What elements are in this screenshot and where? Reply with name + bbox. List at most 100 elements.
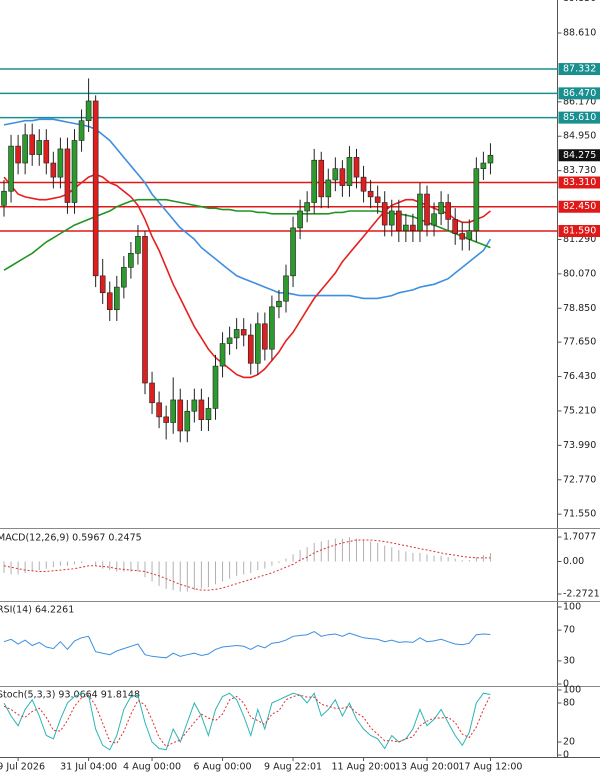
candle-body <box>466 230 473 240</box>
candle-body <box>290 227 296 277</box>
y-tick-label: 83.730 <box>563 165 596 176</box>
y-tick-label: 84.950 <box>563 131 596 142</box>
indicator-line <box>3 631 491 659</box>
candle-body <box>424 193 430 226</box>
y-tick-label: 71.550 <box>563 509 596 520</box>
candle-body <box>15 145 21 164</box>
level-box <box>558 225 600 237</box>
x-tick-label: 9 Aug 22:01 <box>264 762 322 773</box>
candle-body <box>283 275 289 302</box>
candle-body <box>367 190 374 198</box>
candle-body <box>304 202 310 212</box>
candle-body <box>121 267 127 288</box>
candle-body <box>255 323 261 364</box>
moving-average <box>3 173 491 379</box>
candle-body <box>191 399 198 412</box>
candle-body <box>388 210 395 226</box>
x-tick-label: 17 Aug 12:00 <box>458 762 522 773</box>
candle-body <box>71 140 78 203</box>
last-price-label: 84.275 <box>563 150 596 161</box>
level-label: 86.470 <box>563 88 596 99</box>
candle-body <box>233 329 240 339</box>
candle-body <box>142 236 148 384</box>
y-tick-label: 72.770 <box>563 474 596 485</box>
candle-body <box>417 193 423 232</box>
moving-average <box>3 198 491 271</box>
level-label: 82.450 <box>563 201 596 212</box>
candle-body <box>106 292 113 310</box>
y-tick-label: 81.290 <box>563 234 596 245</box>
candle-body <box>57 148 64 178</box>
candle-body <box>226 337 233 344</box>
candle-body <box>452 219 459 234</box>
candle-body <box>114 286 120 310</box>
candle-body <box>247 334 254 364</box>
y-tick-label: -2.2721 <box>563 589 600 600</box>
candle-body <box>36 140 43 155</box>
candle-body <box>99 275 106 294</box>
indicator-label: Stoch(5,3,3) 93.0664 91.8148 <box>0 690 140 701</box>
candle-body <box>205 408 212 420</box>
level-label: 85.610 <box>563 112 596 123</box>
x-tick-label: 29 Jul 2026 <box>0 762 45 773</box>
y-tick-label: 80 <box>563 698 575 709</box>
candle-body <box>487 154 494 164</box>
candle-body <box>212 365 219 409</box>
y-tick-label: 80.070 <box>563 268 596 279</box>
level-box <box>558 63 600 76</box>
indicator-label: MACD(12,26,9) 0.5967 0.2475 <box>0 533 142 544</box>
candle-body <box>269 306 275 350</box>
y-tick-label: 70 <box>563 625 575 636</box>
candle-body <box>332 168 339 181</box>
candle-body <box>219 343 226 367</box>
level-box <box>558 200 600 213</box>
candle-body <box>395 210 402 232</box>
candle-body <box>325 179 332 198</box>
candle-body <box>8 145 14 192</box>
candle-body <box>1 190 7 206</box>
candle-body <box>22 134 28 164</box>
candle-body <box>50 162 57 178</box>
y-tick-label: 1.7077 <box>563 532 596 543</box>
x-tick-label: 31 Jul 04:00 <box>60 762 117 773</box>
candle-body <box>459 233 466 240</box>
x-tick-label: 6 Aug 00:00 <box>194 762 252 773</box>
y-tick-label: 100 <box>563 684 581 695</box>
candle-body <box>480 162 487 169</box>
candle-body <box>78 120 85 141</box>
candle-body <box>156 402 162 418</box>
candle-body <box>438 202 444 215</box>
candle-body <box>43 140 50 164</box>
candle-body <box>170 399 176 423</box>
y-tick-label: 0 <box>563 750 569 761</box>
candle-body <box>445 202 451 220</box>
indicator-line <box>3 692 491 751</box>
candle-body <box>297 210 303 229</box>
candle-body <box>381 202 388 226</box>
candle-body <box>163 416 169 423</box>
last-price-box <box>558 149 600 162</box>
candle-body <box>410 224 416 232</box>
y-tick-label: 100 <box>563 602 581 613</box>
candle-body <box>353 157 360 178</box>
candle-body <box>431 213 437 226</box>
candle-body <box>318 159 325 198</box>
y-tick-label: 20 <box>563 737 575 748</box>
candle-body <box>135 236 141 254</box>
candle-body <box>128 252 134 268</box>
y-tick-label: 0.00 <box>563 556 584 567</box>
candle-body <box>85 100 92 122</box>
level-label: 83.310 <box>563 177 596 188</box>
indicator-label: RSI(14) 64.2261 <box>0 605 74 616</box>
y-tick-label: 0 <box>563 678 569 689</box>
candle-body <box>92 100 99 277</box>
y-tick-label: 77.650 <box>563 337 596 348</box>
candle-body <box>240 329 247 336</box>
y-tick-label: 76.430 <box>563 371 596 382</box>
candle-body <box>262 323 268 350</box>
indicator-line <box>3 694 491 748</box>
candle-body <box>276 300 282 308</box>
candle-body <box>29 134 36 155</box>
